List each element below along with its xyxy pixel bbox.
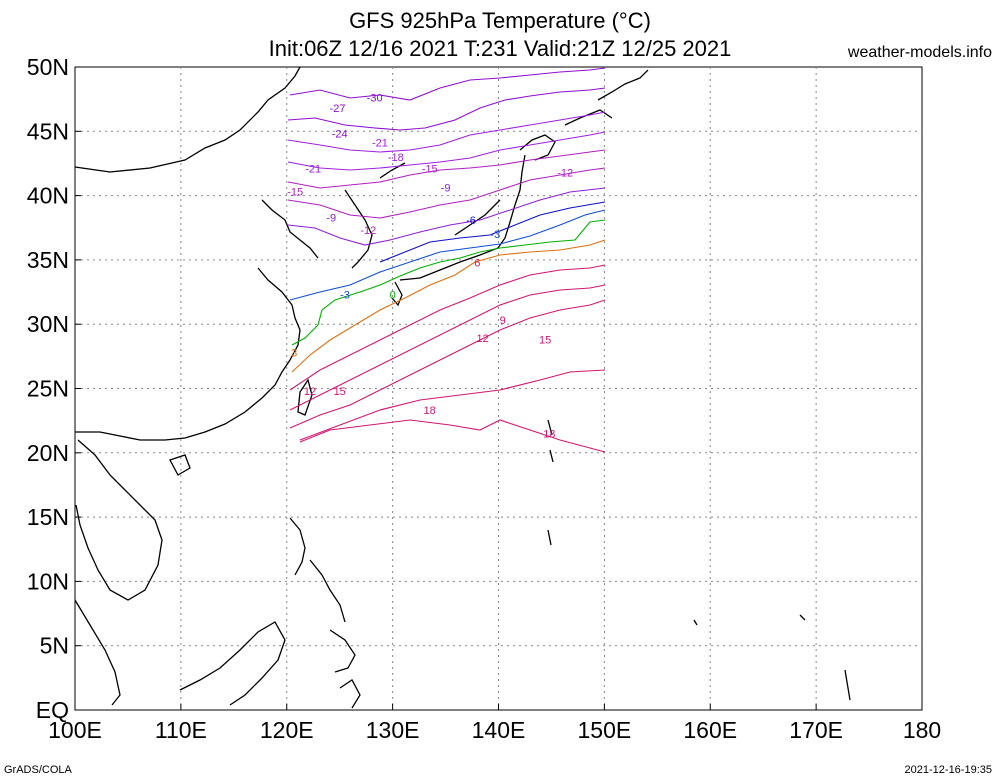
map-subtitle: Init:06Z 12/16 2021 T:231 Valid:21Z 12/2… xyxy=(268,36,732,61)
x-tick-label: 160E xyxy=(683,717,737,743)
contour-label: -12 xyxy=(360,225,376,237)
contour-label: -24 xyxy=(332,129,348,141)
contour-label: -21 xyxy=(305,163,321,175)
contour-label: 6 xyxy=(474,257,480,269)
contour-label: 18 xyxy=(424,405,436,417)
x-tick-label: 170E xyxy=(789,717,843,743)
x-tick-label: 110E xyxy=(155,717,207,743)
y-tick-label: 35N xyxy=(27,247,69,273)
y-tick-label: 30N xyxy=(27,311,69,337)
contour-label: 0 xyxy=(390,289,396,301)
temperature-contours xyxy=(287,67,606,453)
contour-label: 12 xyxy=(304,386,316,398)
contour-label: -3 xyxy=(340,289,350,301)
footer-software: GrADS/COLA xyxy=(4,764,72,776)
coastlines xyxy=(74,66,851,709)
map-title: GFS 925hPa Temperature (°C) xyxy=(349,8,651,33)
y-tick-label: 10N xyxy=(27,568,69,594)
x-tick-label: 180 xyxy=(903,717,941,743)
x-tick-label: 150E xyxy=(578,717,632,743)
y-tick-label: EQ xyxy=(36,697,69,723)
gridlines xyxy=(75,67,922,710)
contour-label: -15 xyxy=(287,187,303,199)
site-brand: weather-models.info xyxy=(847,44,992,61)
contour-label: 3 xyxy=(291,347,297,359)
y-tick-label: 5N xyxy=(40,633,69,659)
x-tick-label: 130E xyxy=(366,717,420,743)
contour-label: -18 xyxy=(388,152,404,164)
y-tick-label: 50N xyxy=(27,54,69,80)
y-tick-label: 15N xyxy=(27,504,69,530)
x-tick-label: 140E xyxy=(472,717,526,743)
contour-label: -6 xyxy=(466,215,476,227)
y-tick-label: 25N xyxy=(27,376,69,402)
contour-label: -9 xyxy=(441,183,451,195)
contour-label: -15 xyxy=(422,163,438,175)
contour-label: 9 xyxy=(500,315,506,327)
contour-labels: -30-27-24-21-21-18-15-15-12-12-9-9 -6-3-3… xyxy=(287,93,573,441)
y-tick-label: 45N xyxy=(27,118,69,144)
contour-label: -3 xyxy=(490,229,500,241)
x-axis-ticks: 100E 110E 120E 130E 140E 150E 160E 170E 180 xyxy=(48,704,941,743)
x-tick-label: 100E xyxy=(48,717,102,743)
contour-label: -21 xyxy=(372,138,388,150)
contour-label: 18 xyxy=(543,428,555,440)
contour-label: 15 xyxy=(539,334,551,346)
footer-timestamp: 2021-12-16-19:35 xyxy=(904,764,992,776)
contour-label: 12 xyxy=(476,333,488,345)
y-tick-label: 20N xyxy=(27,440,69,466)
contour-label: 15 xyxy=(334,386,346,398)
x-tick-label: 120E xyxy=(260,717,314,743)
contour-label: -12 xyxy=(557,167,573,179)
y-axis-ticks: EQ 5N 10N 15N 20N 25N 30N 35N 40N 45N 50N xyxy=(27,54,81,723)
y-tick-label: 40N xyxy=(27,183,69,209)
contour-label: -9 xyxy=(326,212,336,224)
contour-label: -27 xyxy=(330,103,346,115)
contour-label: -30 xyxy=(367,93,383,105)
